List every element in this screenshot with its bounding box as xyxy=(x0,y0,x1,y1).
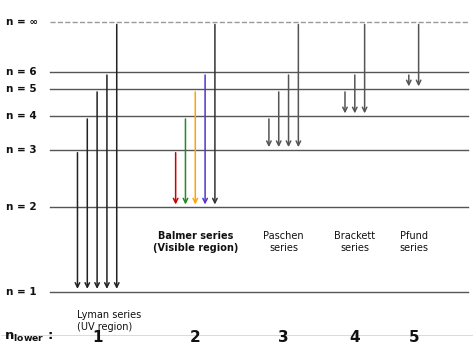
Text: Pfund
series: Pfund series xyxy=(399,231,428,253)
Text: Lyman series
(UV region): Lyman series (UV region) xyxy=(77,310,142,332)
Text: Balmer series
(Visible region): Balmer series (Visible region) xyxy=(153,231,238,253)
Text: 1: 1 xyxy=(92,330,102,345)
Text: 2: 2 xyxy=(190,330,201,345)
Text: n = 2: n = 2 xyxy=(6,202,37,212)
Text: n = 4: n = 4 xyxy=(6,111,37,121)
Text: $\mathbf{n_{lower}}$ :: $\mathbf{n_{lower}}$ : xyxy=(4,331,53,344)
Text: 5: 5 xyxy=(409,330,419,345)
Text: 4: 4 xyxy=(349,330,360,345)
Text: 3: 3 xyxy=(278,330,289,345)
Text: Paschen
series: Paschen series xyxy=(264,231,304,253)
Text: n = 3: n = 3 xyxy=(6,145,37,155)
Text: n = 5: n = 5 xyxy=(6,84,37,94)
Text: n = 6: n = 6 xyxy=(6,67,37,77)
Text: n = 1: n = 1 xyxy=(6,287,37,297)
Text: Brackett
series: Brackett series xyxy=(334,231,375,253)
Text: n = ∞: n = ∞ xyxy=(6,17,38,27)
